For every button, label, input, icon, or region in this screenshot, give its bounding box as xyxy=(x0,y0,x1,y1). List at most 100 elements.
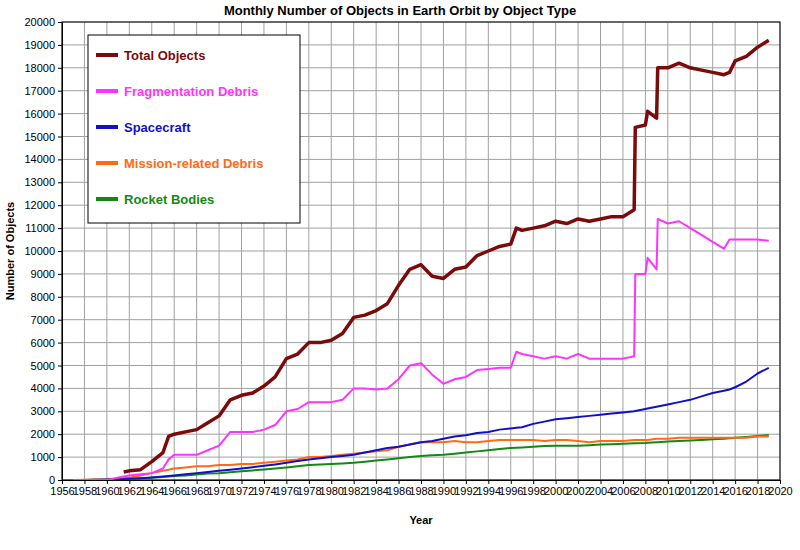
x-tick-label: 1998 xyxy=(521,485,545,497)
x-tick: 1966 xyxy=(162,480,186,497)
y-tick-label: 10000 xyxy=(24,245,55,257)
x-tick-label: 1960 xyxy=(95,485,119,497)
x-tick: 1960 xyxy=(95,480,119,497)
x-tick-mark xyxy=(735,480,736,484)
x-tick-mark xyxy=(399,480,400,484)
x-tick-mark xyxy=(309,480,310,484)
x-tick-mark xyxy=(466,480,467,484)
y-tick: 11000 xyxy=(25,222,62,234)
x-tick-mark xyxy=(668,480,669,484)
x-tick-mark xyxy=(174,480,175,484)
x-tick-mark xyxy=(713,480,714,484)
x-tick-label: 1982 xyxy=(342,485,366,497)
x-tick-label: 1990 xyxy=(432,485,456,497)
x-tick: 1970 xyxy=(207,480,231,497)
x-tick: 2014 xyxy=(701,480,725,497)
grid-line-y xyxy=(62,365,780,366)
y-tick: 14000 xyxy=(24,153,62,165)
x-tick-label: 1986 xyxy=(387,485,411,497)
x-tick: 1990 xyxy=(432,480,456,497)
plot-frame xyxy=(62,22,780,480)
x-tick-mark xyxy=(152,480,153,484)
y-axis: 0100020003000400050006000700080009000100… xyxy=(24,16,62,486)
y-axis-line xyxy=(58,23,63,481)
x-tick-mark xyxy=(488,480,489,484)
x-tick-label: 1966 xyxy=(162,485,186,497)
x-tick-label: 1978 xyxy=(297,485,321,497)
x-tick-mark xyxy=(601,480,602,484)
x-tick-mark xyxy=(84,480,85,484)
x-tick: 1976 xyxy=(275,480,299,497)
y-tick: 10000 xyxy=(24,245,62,257)
y-tick-label: 17000 xyxy=(24,85,55,97)
grid-line-y xyxy=(62,342,780,343)
y-tick: 4000 xyxy=(31,382,62,394)
x-tick-mark xyxy=(264,480,265,484)
y-tick: 18000 xyxy=(24,62,62,74)
y-tick-mark xyxy=(58,274,62,275)
legend-swatch xyxy=(96,53,118,57)
x-tick: 2006 xyxy=(611,480,635,497)
x-tick-label: 1996 xyxy=(499,485,523,497)
legend-label: Mission-related Debris xyxy=(124,156,263,171)
x-tick-label: 2020 xyxy=(768,485,792,497)
grid-line-y xyxy=(62,251,780,252)
x-tick-label: 1970 xyxy=(207,485,231,497)
x-tick-label: 1992 xyxy=(454,485,478,497)
x-tick: 1964 xyxy=(140,480,164,497)
grid-line-y xyxy=(62,411,780,412)
x-tick: 1996 xyxy=(499,480,523,497)
y-tick-label: 14000 xyxy=(24,153,55,165)
y-tick: 1000 xyxy=(31,451,62,463)
y-tick-label: 18000 xyxy=(24,62,55,74)
y-tick-mark xyxy=(58,22,62,23)
x-tick-mark xyxy=(623,480,624,484)
y-tick: 15000 xyxy=(24,131,62,143)
y-tick: 5000 xyxy=(31,360,62,372)
x-tick-label: 1956 xyxy=(50,485,74,497)
y-tick-mark xyxy=(58,411,62,412)
legend-box xyxy=(88,35,300,223)
legend-label: Fragmentation Debris xyxy=(124,84,258,99)
x-tick-label: 2004 xyxy=(589,485,613,497)
x-axis-title: Year xyxy=(409,514,433,526)
y-tick-mark xyxy=(58,45,62,46)
y-tick-label: 4000 xyxy=(31,382,55,394)
y-tick: 12000 xyxy=(24,199,62,211)
x-tick-mark xyxy=(443,480,444,484)
x-axis: 1956195819601962196419661968197019721974… xyxy=(50,480,792,497)
y-tick-label: 11000 xyxy=(25,222,55,234)
y-tick-mark xyxy=(58,320,62,321)
x-tick-label: 1964 xyxy=(140,485,164,497)
y-tick-label: 8000 xyxy=(31,291,55,303)
x-tick-mark xyxy=(578,480,579,484)
grid-line-y xyxy=(62,296,780,297)
y-tick: 0 xyxy=(49,474,62,486)
x-tick: 2020 xyxy=(768,480,792,497)
legend-label: Rocket Bodies xyxy=(124,192,214,207)
legend-swatch xyxy=(96,197,118,201)
x-tick-label: 1976 xyxy=(275,485,299,497)
x-tick: 2016 xyxy=(723,480,747,497)
legend-label: Total Objects xyxy=(124,48,205,63)
x-tick: 2008 xyxy=(634,480,658,497)
x-tick-mark xyxy=(376,480,377,484)
x-tick: 1980 xyxy=(320,480,344,497)
legend: Total Objects Fragmentation Debris Spacecr… xyxy=(88,35,300,223)
y-tick: 3000 xyxy=(31,405,62,417)
x-tick-mark xyxy=(286,480,287,484)
x-tick-label: 1994 xyxy=(477,485,501,497)
y-tick-mark xyxy=(58,228,62,229)
legend-label: Spacecraft xyxy=(124,120,191,135)
x-tick-label: 1968 xyxy=(185,485,209,497)
x-tick-mark xyxy=(533,480,534,484)
y-tick-label: 9000 xyxy=(31,268,55,280)
y-tick-label: 19000 xyxy=(24,39,55,51)
chart: 1956195819601962196419661968197019721974… xyxy=(0,0,800,550)
x-tick-label: 2000 xyxy=(544,485,568,497)
y-tick-mark xyxy=(58,251,62,252)
y-tick-label: 16000 xyxy=(24,108,55,120)
x-tick: 1974 xyxy=(252,480,276,497)
grid-line-y xyxy=(62,319,780,320)
y-tick: 13000 xyxy=(24,176,62,188)
